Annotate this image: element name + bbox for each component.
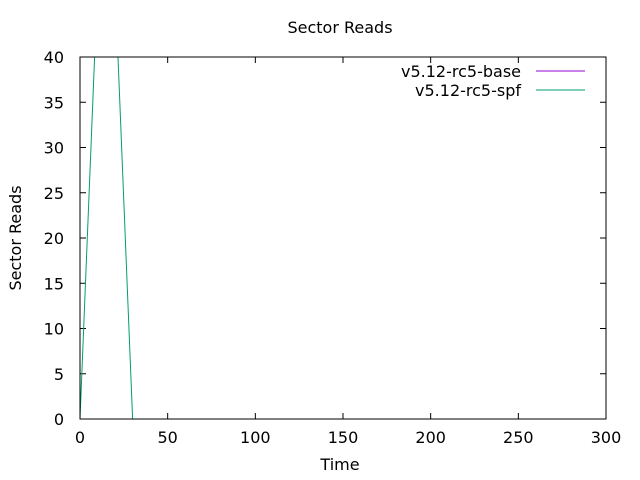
chart-title: Sector Reads — [287, 18, 392, 37]
y-tick-label: 40 — [44, 48, 64, 67]
x-tick-label: 100 — [240, 428, 271, 447]
x-tick-label: 200 — [415, 428, 446, 447]
x-tick-label: 300 — [591, 428, 622, 447]
legend-label: v5.12-rc5-base — [401, 62, 521, 81]
x-axis-ticks: 0 50 100 150 200 250 300 — [75, 57, 621, 447]
y-tick-label: 10 — [44, 320, 64, 339]
x-tick-label: 150 — [328, 428, 359, 447]
y-tick-label: 20 — [44, 229, 64, 248]
plot-frame — [79, 56, 607, 420]
x-tick-label: 0 — [75, 428, 85, 447]
x-tick-label: 50 — [157, 428, 177, 447]
y-tick-label: 35 — [44, 93, 64, 112]
y-axis-ticks: 0 5 10 15 20 25 30 35 40 — [44, 48, 606, 429]
x-axis-label: Time — [319, 455, 359, 474]
x-tick-label: 250 — [503, 428, 534, 447]
y-tick-label: 5 — [54, 365, 64, 384]
legend-label: v5.12-rc5-spf — [415, 81, 521, 100]
y-axis-label: Sector Reads — [6, 185, 25, 290]
y-tick-label: 25 — [44, 184, 64, 203]
y-tick-label: 30 — [44, 139, 64, 158]
y-tick-label: 15 — [44, 274, 64, 293]
y-tick-label: 0 — [54, 410, 64, 429]
